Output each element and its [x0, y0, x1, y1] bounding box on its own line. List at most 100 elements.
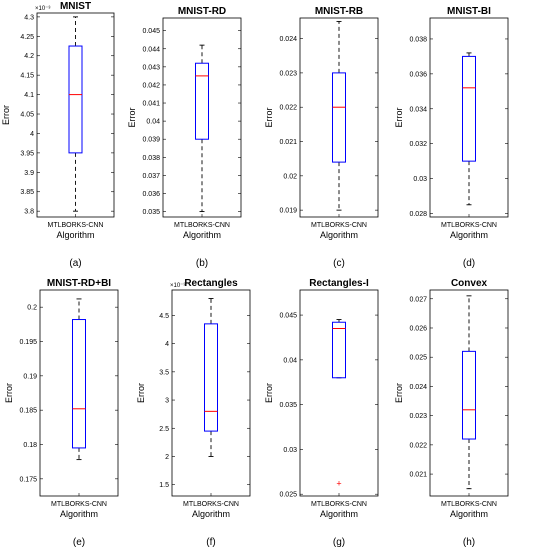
- box: [68, 45, 83, 154]
- y-axis-label: Error: [4, 383, 14, 403]
- y-tick-label: 0.023: [279, 70, 297, 77]
- y-tick-label: 0.037: [142, 173, 160, 180]
- y-tick-label: 0.027: [409, 296, 427, 303]
- panel-caption: (c): [333, 258, 345, 269]
- x-axis-label: Algorithm: [450, 509, 488, 519]
- y-axis-label: Error: [136, 383, 146, 403]
- y-axis-label: Error: [394, 107, 404, 127]
- x-tick-label: MTLBORKS-CNN: [441, 501, 497, 508]
- x-tick-label: MTLBORKS-CNN: [51, 501, 107, 508]
- y-tick-label: 0.044: [142, 46, 160, 53]
- x-axis-label: Algorithm: [183, 230, 221, 240]
- outlier-marker: +: [336, 478, 341, 488]
- y-tick-label: 0.025: [409, 355, 427, 362]
- panel-title: MNIST-RB: [315, 6, 363, 17]
- x-tick-label: MTLBORKS-CNN: [47, 222, 103, 229]
- y-tick-label: 0.04: [146, 119, 160, 126]
- y-tick-label: 3.5: [159, 369, 169, 376]
- y-tick-label: 0.034: [409, 106, 427, 113]
- panel-caption: (f): [206, 537, 215, 548]
- y-tick-label: 0.035: [279, 402, 297, 409]
- panel-caption: (e): [73, 537, 85, 548]
- panel-caption: (g): [333, 537, 345, 548]
- y-tick-label: 1.5: [159, 482, 169, 489]
- y-tick-label: 3.85: [20, 189, 34, 196]
- y-tick-label: 3.8: [24, 209, 34, 216]
- y-tick-label: 0.036: [409, 71, 427, 78]
- y-tick-label: 4.25: [20, 34, 34, 41]
- y-tick-label: 3.9: [24, 170, 34, 177]
- y-tick-label: 0.03: [413, 176, 427, 183]
- y-tick-label: 0.038: [142, 155, 160, 162]
- y-axis-label: Error: [127, 107, 137, 127]
- y-tick-label: 3.95: [20, 150, 34, 157]
- x-axis-label: Algorithm: [320, 230, 358, 240]
- y-tick-label: 0.175: [19, 476, 37, 483]
- x-tick-label: MTLBORKS-CNN: [311, 501, 367, 508]
- x-axis-label: Algorithm: [450, 230, 488, 240]
- x-tick-label: MTLBORKS-CNN: [183, 501, 239, 508]
- x-axis-label: Algorithm: [60, 509, 98, 519]
- y-tick-label: 0.045: [279, 313, 297, 320]
- axes-frame: [299, 17, 379, 218]
- y-tick-label: 4.2: [24, 53, 34, 60]
- y-tick-label: 0.022: [279, 105, 297, 112]
- y-tick-label: 4.05: [20, 112, 34, 119]
- y-axis-label: Error: [264, 107, 274, 127]
- axes-frame: [429, 17, 509, 218]
- panel-title: Convex: [451, 278, 488, 289]
- x-axis-label: Algorithm: [56, 230, 94, 240]
- y-axis-label: Error: [394, 383, 404, 403]
- y-tick-label: 0.024: [409, 384, 427, 391]
- y-tick-label: 0.038: [409, 36, 427, 43]
- y-tick-label: 3: [165, 398, 169, 405]
- y-tick-label: 4.5: [159, 313, 169, 320]
- y-tick-label: 4.3: [24, 14, 34, 21]
- y-exponent-label: ×10⁻³: [170, 283, 185, 289]
- y-tick-label: 0.185: [19, 408, 37, 415]
- y-tick-label: 0.025: [279, 492, 297, 499]
- panel-caption: (a): [69, 258, 81, 269]
- x-tick-label: MTLBORKS-CNN: [441, 222, 497, 229]
- y-tick-label: 4: [30, 131, 34, 138]
- box: [462, 350, 476, 440]
- y-tick-label: 0.021: [409, 472, 427, 479]
- y-tick-label: 0.04: [283, 357, 297, 364]
- y-tick-label: 2: [165, 454, 169, 461]
- y-tick-label: 4: [165, 341, 169, 348]
- panel-caption: (d): [463, 258, 475, 269]
- y-tick-label: 0.022: [409, 442, 427, 449]
- y-tick-label: 0.2: [27, 305, 37, 312]
- y-tick-label: 0.035: [142, 209, 160, 216]
- y-axis-label: Error: [264, 383, 274, 403]
- y-tick-label: 0.03: [283, 447, 297, 454]
- y-tick-label: 0.18: [23, 442, 37, 449]
- box: [462, 55, 476, 162]
- y-tick-label: 0.021: [279, 139, 297, 146]
- y-tick-label: 0.026: [409, 325, 427, 332]
- y-tick-label: 0.036: [142, 191, 160, 198]
- axes-frame: [39, 289, 119, 497]
- y-tick-label: 0.045: [142, 28, 160, 35]
- x-axis-label: Algorithm: [320, 509, 358, 519]
- panel-title: MNIST-BI: [447, 6, 491, 17]
- y-tick-label: 0.043: [142, 64, 160, 71]
- box: [72, 319, 86, 449]
- y-axis-label: Error: [1, 105, 11, 125]
- panel-caption: (h): [463, 537, 475, 548]
- panel-title: MNIST-RD+BI: [47, 278, 111, 289]
- y-tick-label: 0.041: [142, 101, 160, 108]
- panel-title: MNIST: [60, 1, 91, 12]
- y-tick-label: 0.195: [19, 339, 37, 346]
- axes-frame: [299, 289, 379, 497]
- y-tick-label: 4.15: [20, 73, 34, 80]
- y-tick-label: 0.042: [142, 82, 160, 89]
- y-tick-label: 2.5: [159, 426, 169, 433]
- x-tick-label: MTLBORKS-CNN: [311, 222, 367, 229]
- y-tick-label: 0.024: [279, 36, 297, 43]
- panel-title: Rectangles: [184, 278, 238, 289]
- x-tick-label: MTLBORKS-CNN: [174, 222, 230, 229]
- panel-title: MNIST-RD: [178, 6, 226, 17]
- y-tick-label: 0.19: [23, 373, 37, 380]
- y-tick-label: 4.1: [24, 92, 34, 99]
